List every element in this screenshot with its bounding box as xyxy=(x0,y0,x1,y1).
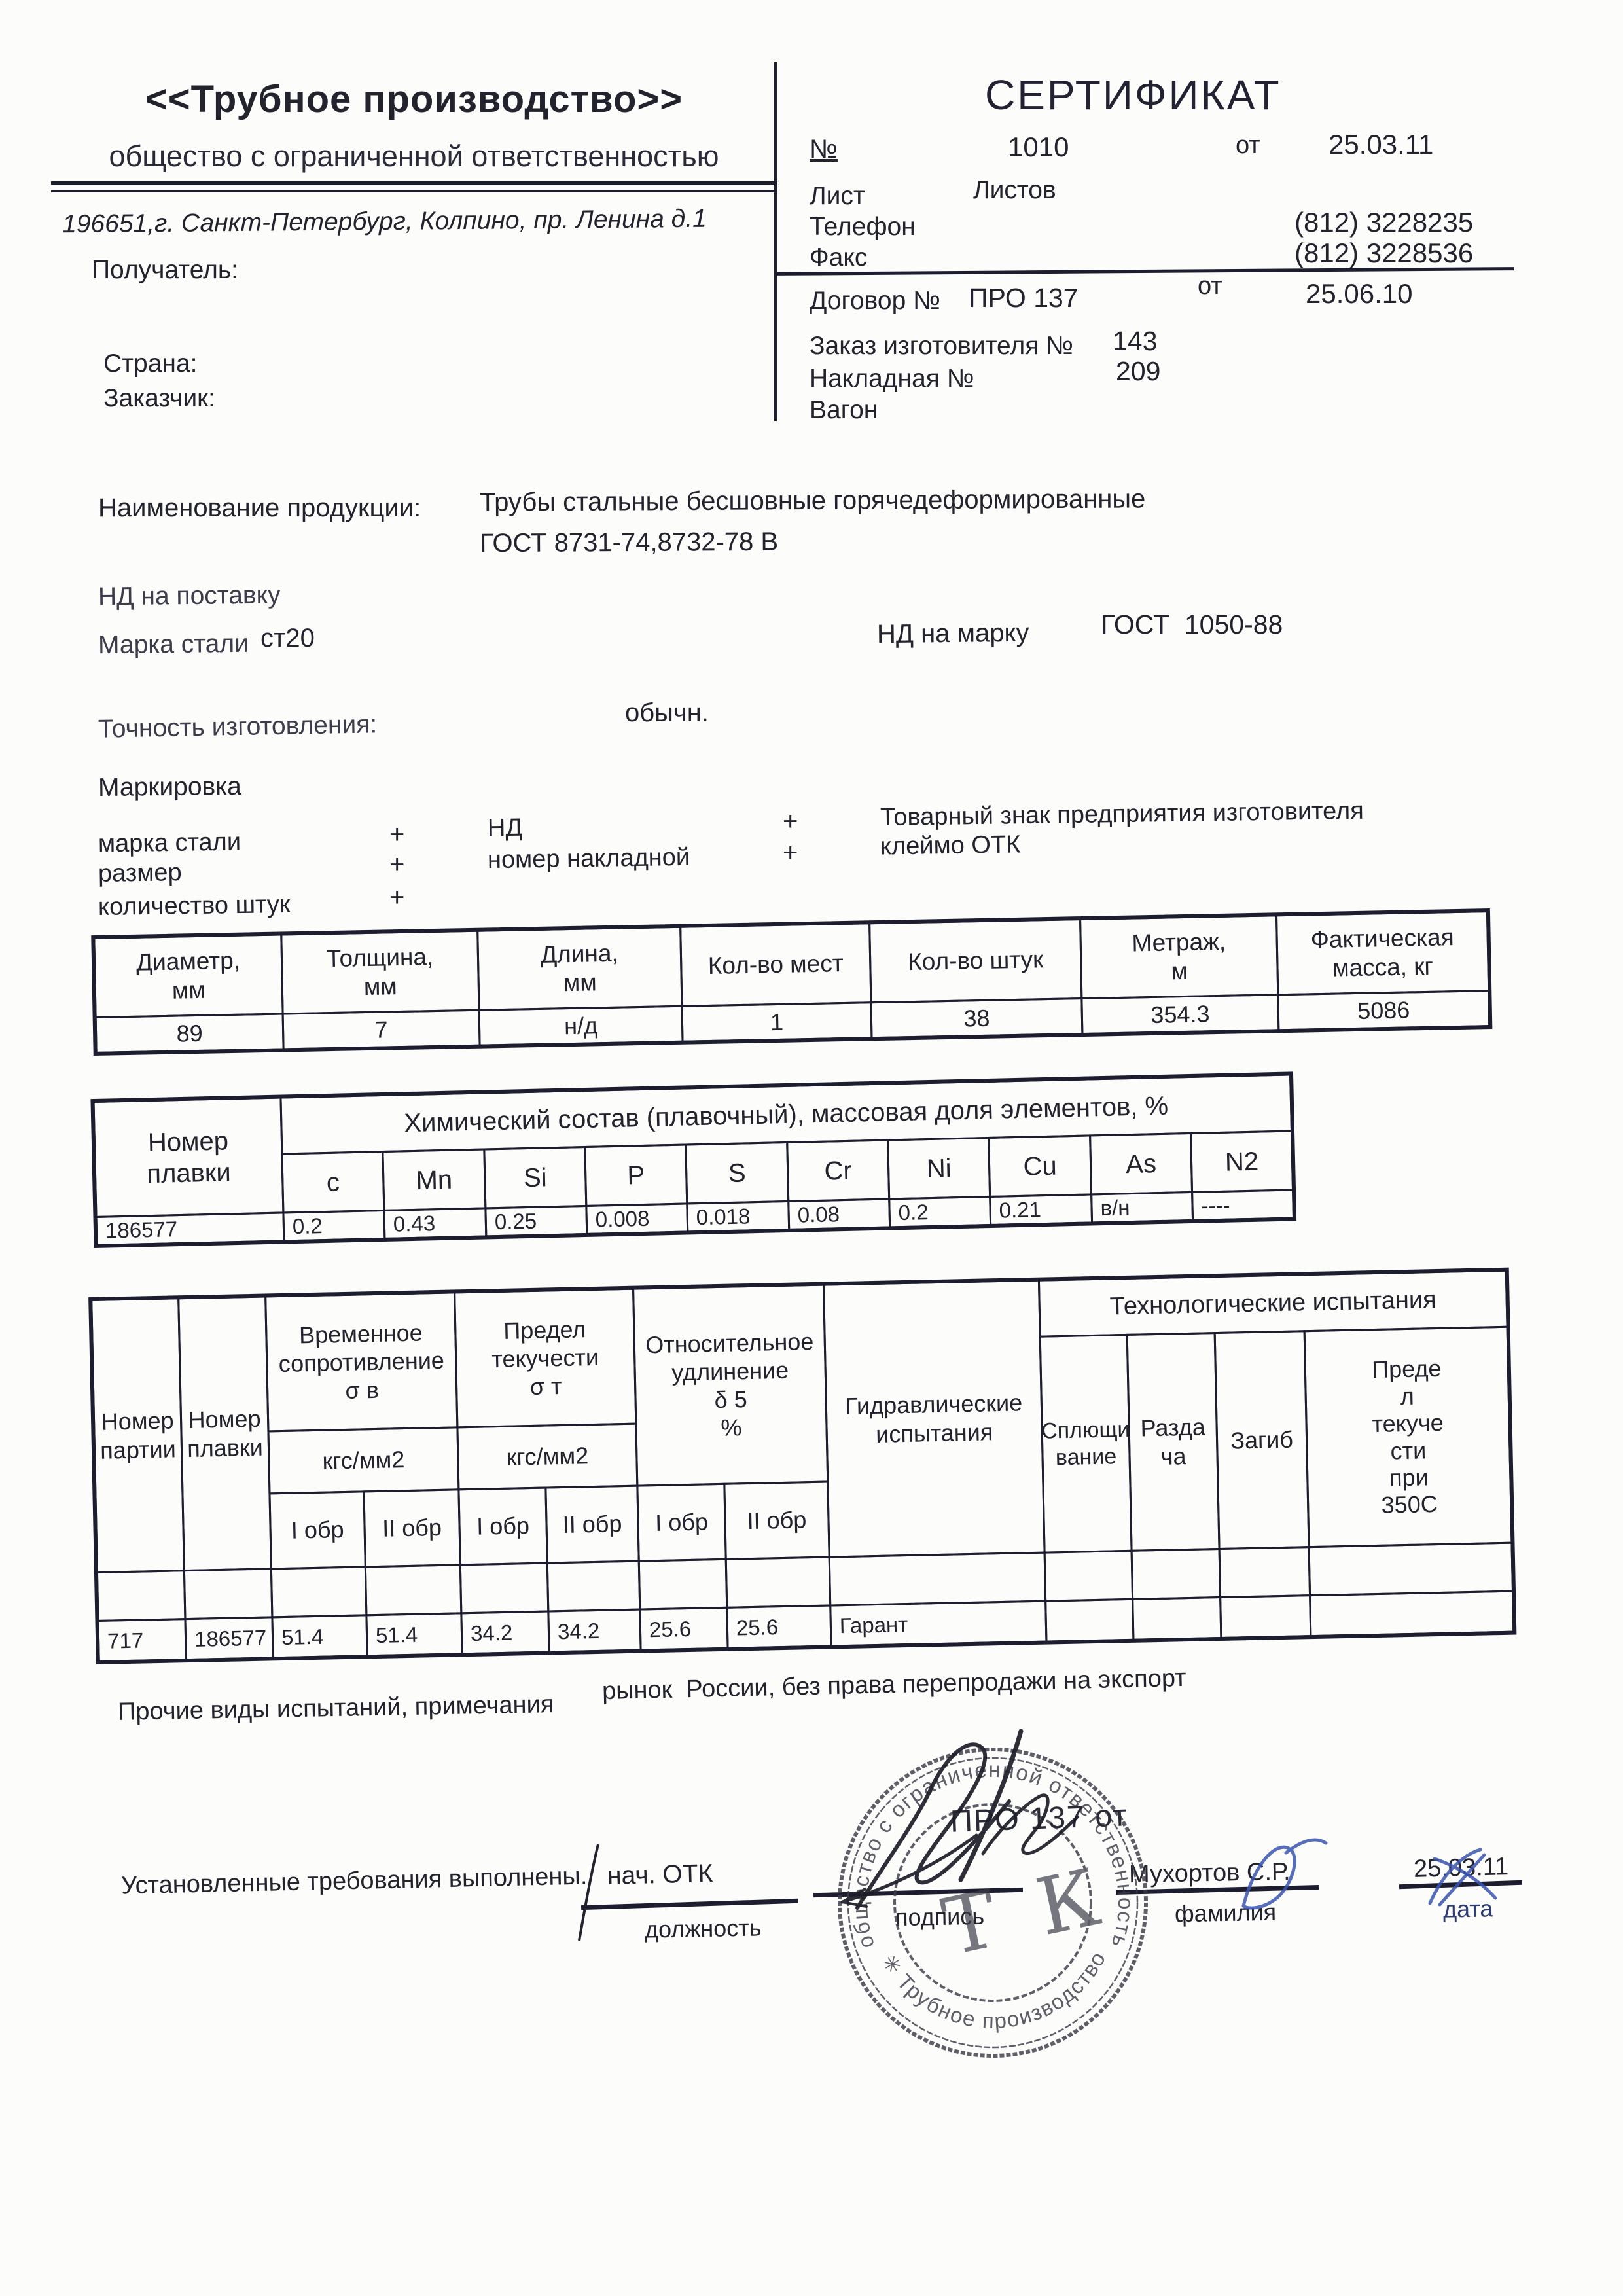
phone-value: (812) 3228235 xyxy=(1294,207,1474,238)
signature-stroke xyxy=(855,1742,1011,1910)
customer-label: Заказчик: xyxy=(103,384,216,412)
waybill-label: Накладная № xyxy=(810,365,974,393)
certificate-title: СЕРТИФИКАТ xyxy=(985,71,1281,118)
marking-row1-plus2: + xyxy=(783,807,798,836)
wagon-label: Вагон xyxy=(810,396,878,424)
blue-date-mark xyxy=(1438,1853,1486,1907)
marking-row2-plus2: + xyxy=(783,838,798,867)
signature-stroke xyxy=(840,1833,978,1904)
contract-from-label: от xyxy=(1198,272,1222,300)
certificate-number: 1010 xyxy=(1008,132,1069,162)
contract-date: 25.06.10 xyxy=(1306,278,1413,309)
blue-initials xyxy=(1241,1845,1296,1910)
blue-date-mark xyxy=(1433,1857,1497,1900)
marking-row2-plus: + xyxy=(389,850,405,879)
sheet-label: Лист xyxy=(810,182,865,210)
header-double-rule-2 xyxy=(51,190,777,192)
precision-value: обычн. xyxy=(625,698,709,727)
waybill-value: 209 xyxy=(1116,356,1161,386)
number-label: № xyxy=(810,135,838,164)
product-label: Наименование продукции: xyxy=(98,493,421,522)
fax-label: Факс xyxy=(810,243,868,272)
steel-grade-value: ст20 xyxy=(260,624,315,653)
stamp-outer-ring xyxy=(838,1748,1148,2058)
signature-stroke xyxy=(981,1793,1079,1856)
certificate-date: 25.03.11 xyxy=(1329,129,1434,160)
company-type: общество с ограниченной ответственностью xyxy=(109,139,719,173)
header-divider xyxy=(774,62,777,421)
recipient-label: Получатель: xyxy=(92,256,239,284)
header-double-rule-1 xyxy=(51,181,777,185)
contract-value: ПРО 137 xyxy=(969,283,1079,313)
marking-row1-plus: + xyxy=(389,820,405,849)
phone-label: Телефон xyxy=(810,213,916,241)
fax-value: (812) 3228536 xyxy=(1294,238,1474,268)
country-label: Страна: xyxy=(103,350,198,378)
nd-grade-value: ГОСТ 1050-88 xyxy=(1101,609,1283,639)
from-label: от xyxy=(1236,132,1260,159)
company-name: <<Трубное производство>> xyxy=(145,78,683,120)
marking-row3-plus: + xyxy=(389,883,405,912)
blue-initials xyxy=(1284,1838,1328,1855)
order-label: Заказ изготовителя № xyxy=(810,332,1073,360)
company-stamp: общество с ограниченной ответственностью… xyxy=(823,1723,1148,2058)
signature-arrow xyxy=(841,1888,868,1908)
slash-stroke xyxy=(578,1844,599,1941)
signature-stroke xyxy=(958,1729,1024,1882)
sheets-label: Листов xyxy=(973,176,1056,204)
order-value: 143 xyxy=(1113,326,1158,356)
contract-label: Договор № xyxy=(810,287,940,315)
